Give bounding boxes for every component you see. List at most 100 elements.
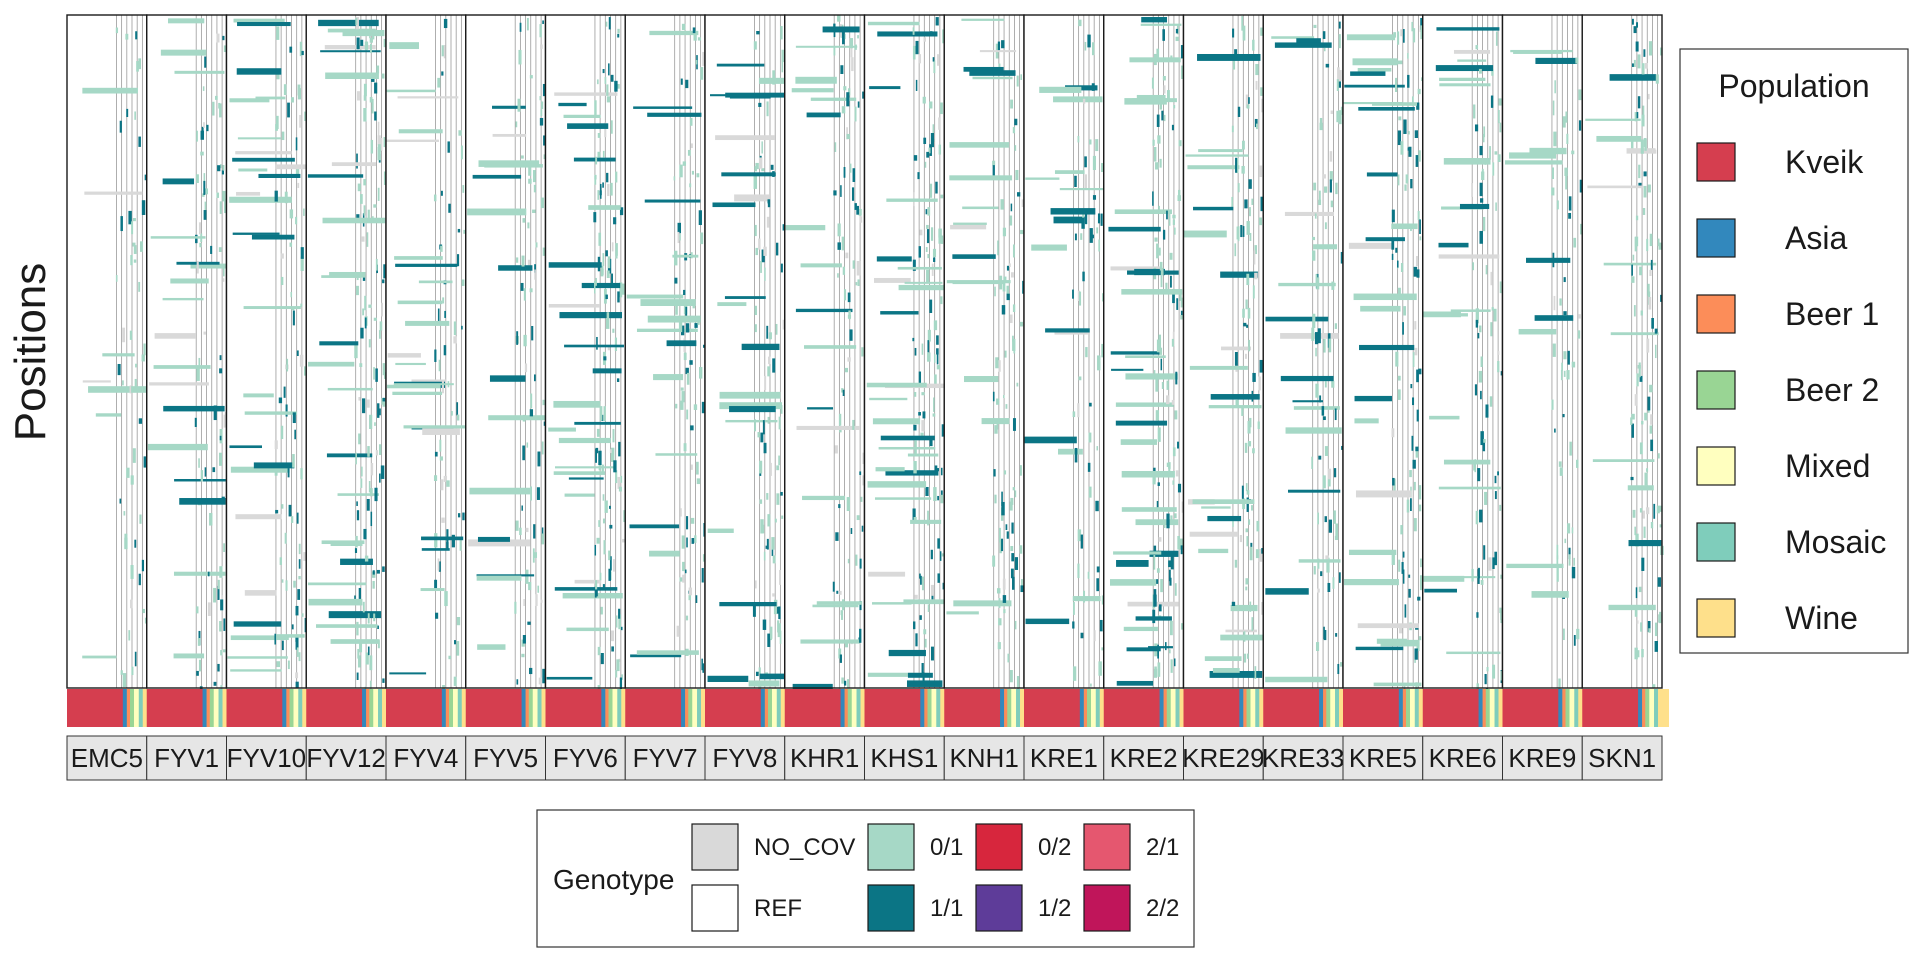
genotype-cell [374, 82, 378, 94]
genotype-cell [281, 504, 284, 509]
genotype-cell [190, 263, 226, 269]
genotype-cell [1220, 271, 1258, 278]
population-bar-segment [1498, 689, 1503, 727]
genotype-cell [1123, 626, 1158, 632]
genotype-cell [285, 404, 288, 417]
genotype-cell [685, 79, 689, 89]
genotype-cell [1497, 351, 1500, 355]
genotype-cell [129, 330, 133, 340]
genotype-cell [1563, 311, 1567, 316]
genotype-cell [216, 192, 220, 198]
genotype-cell [1411, 435, 1414, 451]
genotype-cell [600, 606, 603, 615]
genotype-cell [953, 600, 1012, 607]
genotype-cell [833, 23, 836, 29]
genotype-cell [619, 282, 623, 298]
genotype-cell [541, 441, 544, 455]
population-bar-segment [1170, 689, 1177, 727]
genotype-cell [521, 653, 525, 658]
population-bar-knh1 [944, 689, 1025, 727]
genotype-cell [996, 418, 999, 430]
genotype-cell [1246, 273, 1250, 286]
genotype-cell [847, 558, 850, 564]
genotype-cell [218, 102, 221, 109]
genotype-cell [1417, 211, 1420, 220]
genotype-cell [1127, 270, 1179, 275]
genotype-cell [223, 414, 227, 428]
genotype-cell [359, 640, 363, 653]
genotype-cell [373, 317, 378, 321]
genotype-cell [1077, 529, 1082, 542]
genotype-cell [758, 667, 761, 675]
genotype-cell [422, 428, 460, 435]
genotype-cell [1021, 579, 1023, 589]
genotype-cell [1180, 310, 1183, 318]
genotype-cell [926, 224, 929, 229]
genotype-cell [307, 174, 364, 178]
genotype-cell [998, 360, 1001, 372]
genotype-cell [1125, 355, 1166, 359]
population-bar-segment [1562, 689, 1567, 727]
genotype-cell [1165, 395, 1170, 405]
genotype-cell [1053, 216, 1085, 224]
population-bar-fyv4 [386, 689, 467, 727]
genotype-cell [770, 626, 773, 639]
genotype-cell [1285, 427, 1342, 434]
genotype-cell [1418, 485, 1422, 500]
panel-skn1 [1581, 14, 1664, 689]
genotype-cell [1019, 321, 1024, 327]
genotype-cell [860, 496, 863, 502]
genotype-cell [1171, 124, 1174, 131]
genotype-cell [337, 493, 379, 496]
genotype-cell [992, 165, 995, 179]
genotype-cell [940, 194, 944, 199]
population-bar-segment [67, 689, 124, 727]
genotype-cell [1479, 325, 1482, 333]
genotype-cell [198, 357, 201, 368]
genotype-cell [1559, 298, 1562, 306]
genotype-cell [1631, 18, 1634, 25]
population-legend-swatch [1696, 294, 1736, 334]
genotype-cell [364, 317, 367, 329]
panel-background [944, 15, 1024, 688]
genotype-cell [1566, 133, 1569, 144]
genotype-cell [1324, 381, 1327, 388]
population-bar-segment [940, 689, 945, 727]
genotype-legend-label: 0/1 [930, 834, 963, 861]
genotype-cell [1439, 77, 1486, 81]
population-bar-segment [856, 689, 862, 727]
genotype-cell [1558, 461, 1562, 467]
genotype-cell [1234, 49, 1238, 58]
genotype-cell [1313, 244, 1338, 250]
panel-fyv6 [544, 14, 627, 692]
genotype-cell [630, 654, 682, 658]
population-bar-segment [936, 689, 941, 727]
genotype-cell [1330, 110, 1333, 114]
genotype-cell [1242, 226, 1245, 237]
genotype-cell [972, 76, 1013, 80]
genotype-cell [938, 144, 942, 155]
population-bar-segment [1319, 689, 1324, 727]
genotype-cell [1552, 100, 1555, 116]
genotype-cell [841, 677, 844, 684]
genotype-cell [1473, 459, 1476, 471]
genotype-cell [1638, 586, 1642, 593]
genotype-cell [1257, 421, 1260, 430]
genotype-cell [356, 153, 358, 169]
genotype-cell [1158, 604, 1162, 612]
genotype-cell [1108, 226, 1161, 232]
genotype-cell [362, 601, 365, 613]
genotype-cell [696, 478, 701, 485]
genotype-cell [1491, 307, 1494, 311]
genotype-cell [616, 378, 620, 382]
genotype-cell [593, 212, 597, 223]
genotype-cell [605, 318, 610, 329]
genotype-cell [685, 306, 688, 318]
genotype-cell [1324, 222, 1327, 230]
genotype-cell [833, 31, 836, 38]
genotype-cell [1089, 402, 1092, 407]
genotype-cell [912, 45, 916, 60]
genotype-cell [518, 49, 522, 65]
genotype-cell [1490, 271, 1493, 286]
population-bar-segment [541, 689, 546, 727]
